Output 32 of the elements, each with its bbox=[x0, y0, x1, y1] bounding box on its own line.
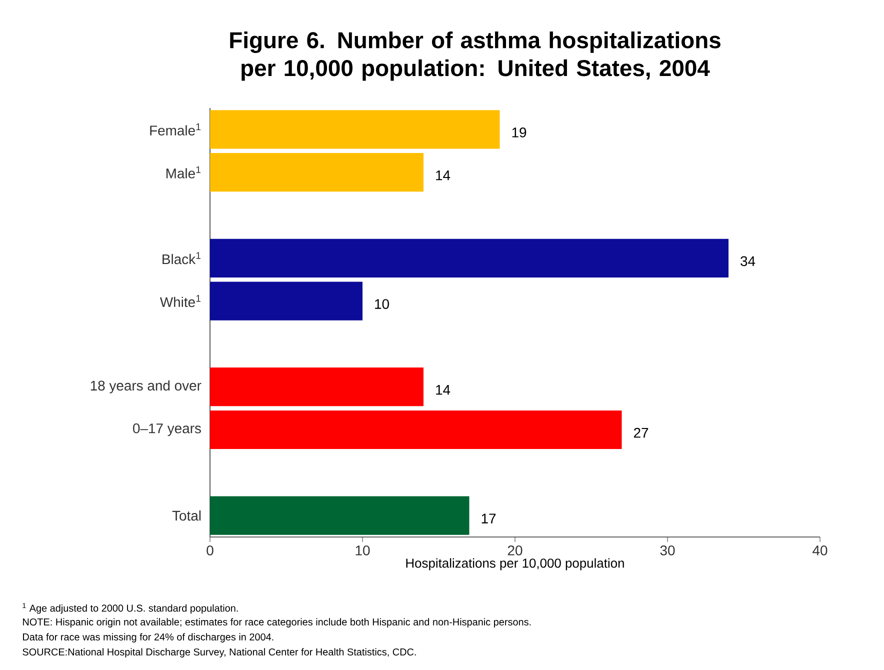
data-label: 19 bbox=[512, 127, 526, 138]
y-tick-label: Total bbox=[172, 510, 201, 521]
bar bbox=[210, 110, 500, 149]
bar bbox=[210, 496, 470, 535]
bar bbox=[210, 410, 622, 450]
data-label: 17 bbox=[482, 514, 496, 524]
x-tick-label: 40 bbox=[812, 546, 828, 556]
text: $^{1}$ Age adjusted to 2000 U.S. standard population. bbox=[22, 603, 238, 614]
source-note: SOURCE:National Hospital Discharge Survey, National Center for Health Statistics, CDC. bbox=[22, 648, 416, 658]
bar bbox=[210, 238, 729, 278]
y-tick-label: 18 years and over bbox=[90, 380, 202, 394]
bar bbox=[210, 368, 424, 406]
y-tick-label: Black$^{1}$ bbox=[162, 252, 201, 264]
x-tick-label: 10 bbox=[356, 546, 370, 556]
bar bbox=[210, 153, 424, 192]
y-tick-label: White$^{1}$ bbox=[160, 295, 201, 308]
text: NOTE: Hispanic origin not available; estimates for race categories include both Hispanic and non-Hispanic persons. bbox=[23, 618, 531, 628]
data-label: 10 bbox=[375, 299, 389, 309]
data-label: 14 bbox=[436, 385, 450, 395]
text: Data for race was missing for 24% of discharges in 2004. bbox=[23, 633, 274, 642]
bar bbox=[210, 282, 363, 320]
data-label: 34 bbox=[740, 256, 756, 266]
y-tick-label: Female$^{1}$ bbox=[150, 123, 201, 136]
data-label: 27 bbox=[634, 428, 648, 438]
x-tick-label: 30 bbox=[660, 546, 675, 556]
chart-title: Figure 6. Number of asthma hospitalizations per 10,000 population: United States, 2004 bbox=[230, 32, 720, 81]
x-tick-label: 20 bbox=[508, 546, 522, 556]
y-tick-label: 0–17 years bbox=[133, 423, 201, 436]
y-tick-label: Male$^{1}$ bbox=[166, 166, 201, 178]
x-axis-title: Hospitalizations per 10,000 population bbox=[406, 558, 624, 570]
data-label: 14 bbox=[436, 170, 450, 180]
x-tick-label: 0 bbox=[206, 546, 214, 556]
